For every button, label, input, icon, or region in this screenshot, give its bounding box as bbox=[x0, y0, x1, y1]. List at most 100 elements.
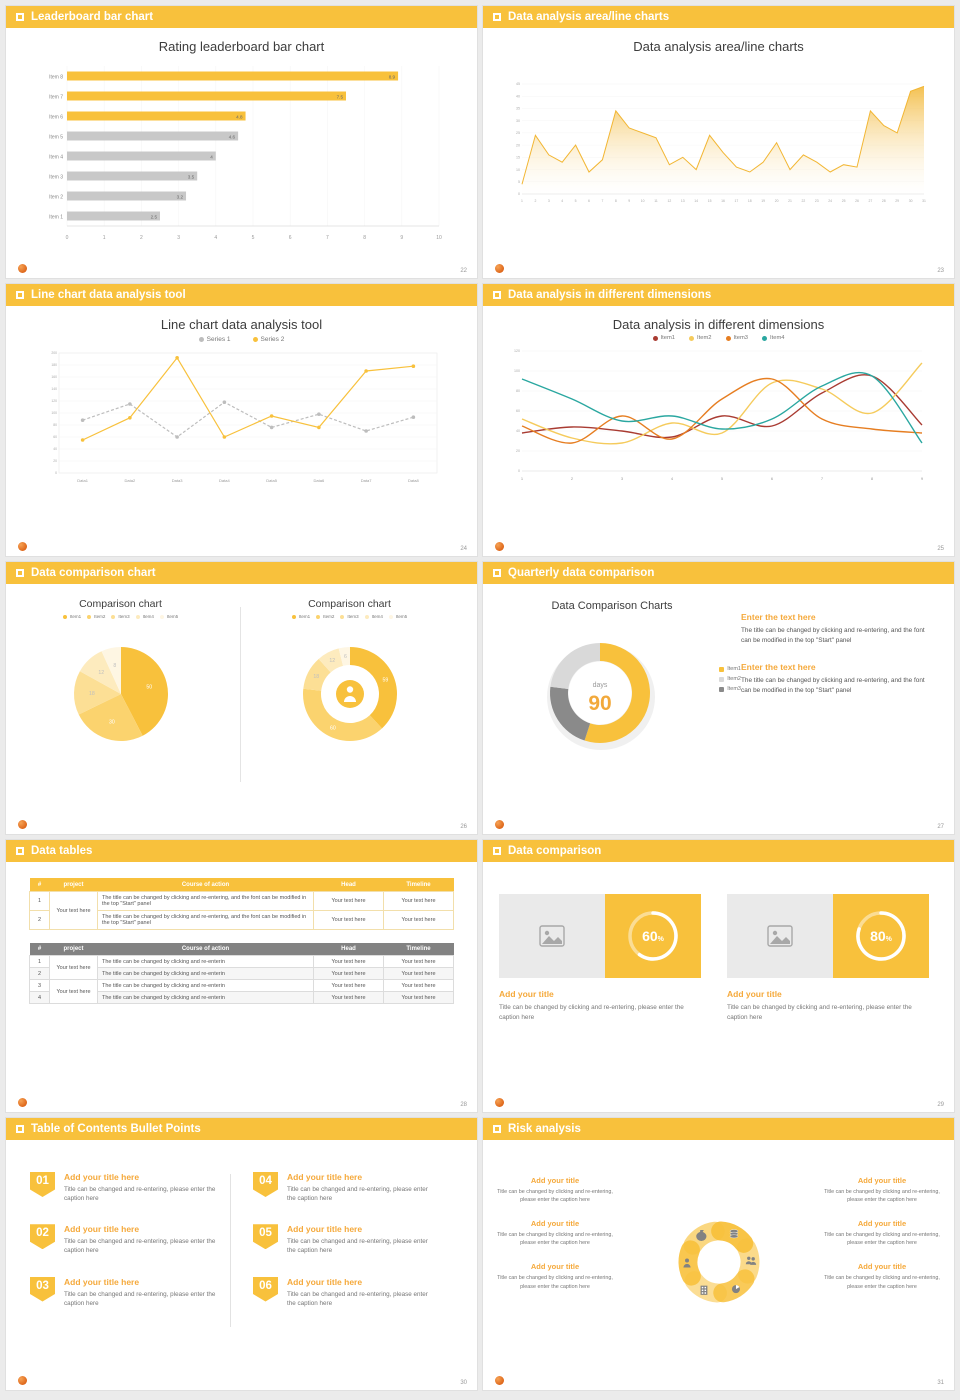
svg-text:16: 16 bbox=[721, 199, 725, 203]
toc-item-title: Add your title here bbox=[64, 1224, 140, 1235]
percent-box: 60% bbox=[604, 894, 701, 978]
slide-area-line-charts[interactable]: Data analysis area/line charts Data anal… bbox=[483, 6, 954, 278]
svg-text:18: 18 bbox=[747, 199, 751, 203]
page-number: 24 bbox=[460, 546, 467, 552]
svg-text:25: 25 bbox=[841, 199, 845, 203]
svg-text:Data7: Data7 bbox=[360, 478, 371, 483]
svg-text:9: 9 bbox=[920, 476, 923, 481]
svg-text:Item 4: Item 4 bbox=[49, 155, 63, 161]
svg-text:40: 40 bbox=[516, 429, 520, 433]
svg-text:4.6: 4.6 bbox=[228, 135, 235, 140]
card-caption: Title can be changed by clicking and re-… bbox=[499, 1004, 684, 1021]
number-badge: 02 bbox=[30, 1224, 55, 1250]
svg-text:4: 4 bbox=[210, 155, 213, 160]
cell-timeline: Your text here bbox=[383, 967, 454, 980]
chart-title: Comparison chart bbox=[79, 598, 162, 610]
legend-item: Item1 bbox=[719, 666, 741, 672]
slide-line-chart-tool[interactable]: Line chart data analysis tool Line chart… bbox=[6, 284, 477, 556]
card-title: Add your title bbox=[499, 989, 554, 999]
slide-leaderboard-bar-chart[interactable]: Leaderboard bar chart Rating leaderboard… bbox=[6, 6, 477, 278]
svg-text:3.2: 3.2 bbox=[176, 195, 183, 200]
risk-column-left: Add your title Title can be changed by c… bbox=[491, 1164, 619, 1360]
svg-text:29: 29 bbox=[895, 199, 899, 203]
slide-data-tables[interactable]: Data tables # project Course of action H… bbox=[6, 840, 477, 1112]
svg-text:5: 5 bbox=[574, 199, 576, 203]
progress-ring-60: 60% bbox=[628, 911, 678, 961]
slide-quarterly-data-comparison[interactable]: Quarterly data comparison Data Compariso… bbox=[483, 562, 954, 834]
svg-text:2: 2 bbox=[534, 199, 536, 203]
toc-column-right: 04 Add your title here Title can be chan… bbox=[231, 1172, 431, 1329]
number-badge: 04 bbox=[253, 1172, 278, 1197]
square-bullet-icon bbox=[16, 569, 24, 577]
svg-text:Data3: Data3 bbox=[171, 478, 182, 483]
slide-table-of-contents[interactable]: Table of Contents Bullet Points 01 Add y… bbox=[6, 1118, 477, 1390]
slide-data-comparison-cards[interactable]: Data comparison 60% Add your t bbox=[483, 840, 954, 1112]
svg-text:12: 12 bbox=[98, 670, 104, 676]
svg-text:Item 6: Item 6 bbox=[49, 115, 63, 121]
leaderboard-bar-chart: 0 1 2 3 4 5 6 7 8 9 10 Item 8 8.9 Item 7 7.5 Item 6 4.8 I… bbox=[49, 66, 441, 241]
col-header: Course of action bbox=[97, 943, 314, 956]
page-number: 30 bbox=[460, 1380, 467, 1386]
cell-num: 2 bbox=[29, 910, 50, 930]
table-row: 1 Your text here The title can be change… bbox=[29, 955, 454, 980]
svg-text:8: 8 bbox=[870, 476, 873, 481]
cell-course: The title can be changed by clicking and… bbox=[97, 991, 314, 1004]
brand-logo-icon bbox=[18, 542, 27, 551]
legend-item: Series 2 bbox=[252, 336, 284, 343]
svg-text:3: 3 bbox=[620, 476, 623, 481]
pie-chart: 50 30 18 12 8 bbox=[73, 647, 168, 741]
legend-item: Item1 bbox=[652, 335, 675, 341]
svg-text:7.5: 7.5 bbox=[336, 95, 343, 100]
svg-text:9: 9 bbox=[628, 199, 630, 203]
risk-block-title: Add your title bbox=[857, 1262, 907, 1272]
slide-header-title: Data comparison chart bbox=[31, 567, 156, 579]
col-header: Head bbox=[313, 878, 384, 892]
svg-text:10: 10 bbox=[516, 168, 520, 172]
slide-risk-analysis[interactable]: Risk analysis Add your title Title can b… bbox=[483, 1118, 954, 1390]
legend-item: Item1 bbox=[62, 614, 81, 619]
svg-text:6: 6 bbox=[770, 476, 773, 481]
slide-data-comparison-chart[interactable]: Data comparison chart Comparison chart I… bbox=[6, 562, 477, 834]
svg-text:120: 120 bbox=[514, 349, 520, 353]
text-block: Enter the text here The title can be cha… bbox=[741, 662, 927, 696]
svg-text:18: 18 bbox=[88, 691, 94, 697]
legend-item: Item1 bbox=[291, 614, 310, 619]
square-bullet-icon bbox=[493, 13, 501, 21]
slide-dimensions-analysis[interactable]: Data analysis in different dimensions Da… bbox=[483, 284, 954, 556]
legend-item: Item2 bbox=[87, 614, 105, 619]
legend-item: Item3 bbox=[340, 614, 359, 619]
brand-logo-icon bbox=[18, 820, 27, 829]
svg-text:15: 15 bbox=[516, 156, 520, 160]
risk-column-right: Add your title Title can be changed by c… bbox=[818, 1164, 946, 1360]
svg-text:Data2: Data2 bbox=[124, 478, 135, 483]
svg-text:31: 31 bbox=[922, 199, 926, 203]
legend-item: Item5 bbox=[159, 614, 178, 619]
svg-text:Data6: Data6 bbox=[313, 478, 324, 483]
cell-head: Your text here bbox=[313, 891, 384, 911]
brand-logo-icon bbox=[18, 1376, 27, 1385]
page-number: 22 bbox=[460, 268, 467, 274]
legend-item: Item4 bbox=[135, 614, 154, 619]
toc-item-title: Add your title here bbox=[64, 1172, 140, 1182]
pie-chart-panel: Comparison chart Item1 Item2 Item3 Item4 Ite… bbox=[6, 584, 235, 761]
legend-item: Item5 bbox=[388, 614, 407, 619]
legend-item: Item2 bbox=[719, 676, 741, 682]
toc-column-left: 01 Add your title here Title can be chan… bbox=[30, 1172, 230, 1329]
pinwheel-diagram bbox=[678, 1221, 759, 1303]
progress-ring-80: 80% bbox=[856, 911, 906, 961]
text-panel: Enter the text here The title can be cha… bbox=[741, 584, 941, 766]
slide-header: Risk analysis bbox=[483, 1118, 954, 1140]
svg-text:8: 8 bbox=[363, 235, 366, 241]
svg-text:9: 9 bbox=[400, 235, 403, 241]
table-row: 3 Your text here The title can be change… bbox=[29, 979, 454, 1004]
svg-text:3.5: 3.5 bbox=[187, 175, 194, 180]
col-header: Timeline bbox=[383, 943, 454, 956]
cell-num: 1 bbox=[29, 955, 50, 968]
image-placeholder-icon bbox=[767, 925, 793, 947]
image-placeholder-icon bbox=[539, 925, 565, 947]
days-donut-chart: days 90 bbox=[547, 643, 656, 750]
svg-text:45: 45 bbox=[516, 82, 520, 86]
svg-text:20: 20 bbox=[516, 449, 520, 453]
legend-item: Item4 bbox=[364, 614, 383, 619]
